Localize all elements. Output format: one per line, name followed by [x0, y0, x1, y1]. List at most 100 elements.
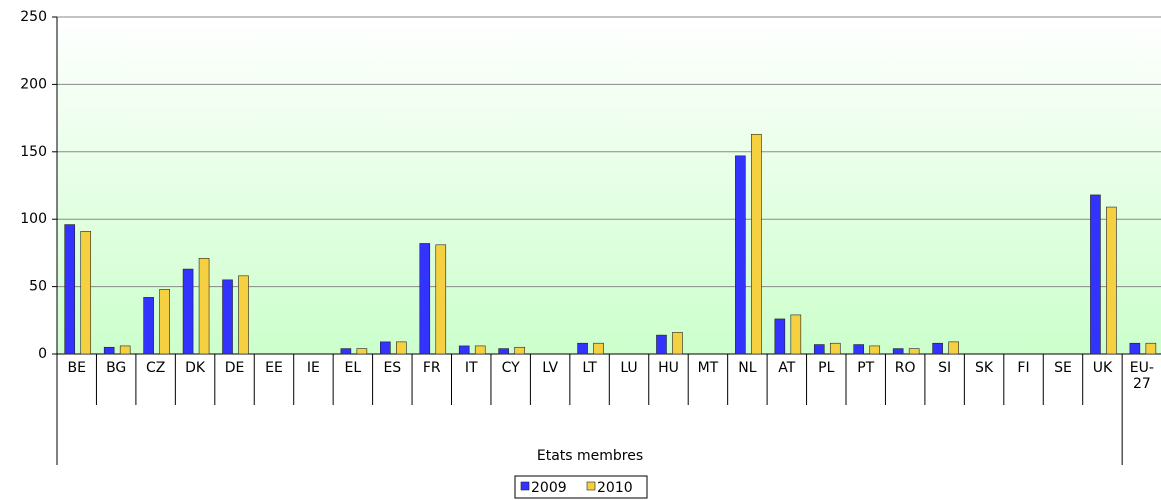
x-tick-label: LU — [620, 360, 638, 376]
x-tick-label-box: ES — [383, 360, 402, 376]
x-tick-label: BG — [106, 360, 127, 376]
legend: 2009 2010 — [514, 475, 648, 499]
x-tick-label-box: BE — [67, 360, 86, 376]
bar — [222, 279, 233, 355]
bar — [238, 275, 249, 355]
x-tick-label: BE — [67, 360, 86, 376]
x-tick-label-box: BG — [106, 360, 127, 376]
x-tick-label: SI — [938, 360, 952, 376]
x-tick-label: PL — [818, 360, 835, 376]
x-tick-label: RO — [894, 360, 916, 376]
bar — [143, 297, 154, 355]
bar — [356, 348, 368, 355]
x-tick-label: AT — [778, 360, 796, 376]
x-tick-label: CY — [501, 360, 520, 376]
x-tick-label-box: HU — [658, 360, 679, 376]
x-tick-label: UK — [1092, 360, 1113, 376]
bar — [751, 133, 762, 355]
x-tick-label-box: LV — [542, 360, 559, 376]
bar — [419, 243, 431, 355]
x-tick-label-box: SK — [975, 360, 993, 376]
x-tick-label-box: CZ — [145, 360, 166, 376]
x-tick-label: MT — [697, 360, 719, 376]
legend-box — [514, 475, 648, 499]
x-tick-label-box: FR — [422, 360, 441, 376]
x-tick-label: IT — [464, 360, 478, 376]
x-tick-label-box: PT — [857, 360, 875, 376]
bar — [119, 345, 131, 355]
bar — [948, 341, 959, 355]
x-tick-label-box: AT — [778, 360, 796, 376]
bar — [458, 345, 470, 355]
bar — [380, 341, 391, 355]
bar — [774, 318, 786, 355]
bar — [103, 346, 115, 355]
legend-label: 2010 — [597, 480, 633, 496]
bar — [514, 346, 525, 355]
bar — [1090, 194, 1101, 355]
bar — [892, 348, 904, 355]
bar — [182, 268, 194, 355]
x-tick-label: ES — [383, 360, 402, 376]
x-tick-label-box: EU-27 — [1130, 360, 1154, 392]
x-tick-label-box: NL — [738, 360, 757, 376]
y-tick-label: 0 — [38, 346, 47, 362]
x-tick-label-box: LT — [582, 360, 597, 376]
x-tick-label: LT — [582, 360, 597, 376]
x-tick-label-box: SI — [938, 360, 952, 376]
legend-swatch — [586, 481, 596, 491]
y-tick-label: 250 — [20, 9, 47, 25]
bar — [1129, 342, 1141, 355]
y-tick-label: 50 — [29, 279, 47, 295]
bar — [593, 342, 604, 355]
bar — [869, 345, 881, 355]
x-tick-label-box: DE — [224, 360, 245, 376]
x-tick-label: DE — [224, 360, 245, 376]
y-tick-label: 200 — [20, 76, 47, 92]
x-tick-label: IE — [306, 360, 320, 376]
bar — [159, 288, 170, 355]
bar — [80, 231, 92, 355]
y-tick-label: 150 — [20, 144, 47, 160]
x-tick-label: SE — [1054, 360, 1072, 376]
x-tick-label-box: IT — [464, 360, 478, 376]
bar — [829, 342, 841, 355]
bar — [853, 344, 865, 355]
x-tick-label: EL — [344, 360, 362, 376]
bar — [908, 348, 920, 355]
legend-swatch — [520, 481, 530, 491]
x-tick-label: DK — [185, 360, 206, 376]
x-tick-label-box: EL — [344, 360, 362, 376]
x-axis-title: Etats membres — [537, 448, 643, 464]
y-tick-label: 100 — [20, 211, 47, 227]
x-tick-label: NL — [738, 360, 757, 376]
x-tick-label-box: FI — [1017, 360, 1029, 376]
bar — [396, 341, 407, 355]
x-tick-label-box: LU — [620, 360, 638, 376]
bar — [656, 334, 667, 355]
x-tick-label-box: RO — [894, 360, 916, 376]
bar — [577, 342, 588, 355]
x-tick-label: CZ — [145, 360, 166, 376]
bar — [435, 244, 447, 355]
x-tick-label-box: UK — [1092, 360, 1113, 376]
legend-label: 2009 — [531, 480, 567, 496]
x-tick-label: HU — [658, 360, 679, 376]
x-tick-label-box: MT — [697, 360, 719, 376]
x-tick-label-box: DK — [185, 360, 206, 376]
bar — [474, 345, 486, 355]
x-tick-label: PT — [857, 360, 875, 376]
bar — [1106, 206, 1117, 355]
x-tick-label-box: IE — [306, 360, 320, 376]
x-tick-label: LV — [542, 360, 559, 376]
bar — [790, 314, 802, 355]
bar — [198, 257, 210, 355]
bar — [340, 348, 352, 355]
bar — [735, 155, 746, 355]
x-tick-label: FR — [422, 360, 441, 376]
bar — [498, 348, 509, 355]
x-tick-label-box: CY — [501, 360, 520, 376]
bar — [1145, 342, 1157, 355]
x-tick-label: EE — [265, 360, 283, 376]
